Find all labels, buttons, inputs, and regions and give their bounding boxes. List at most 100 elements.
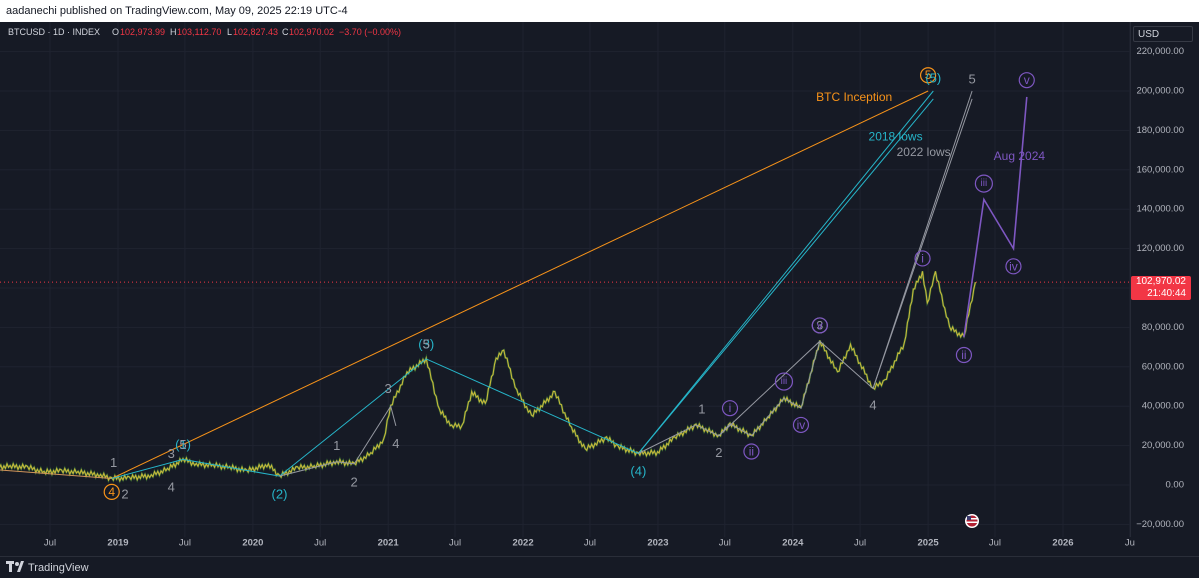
publish-info: aadanechi published on TradingView.com, … [6, 5, 348, 17]
x-tick-label: 2023 [647, 538, 668, 549]
x-tick-label: 2026 [1052, 538, 1073, 549]
ohlc-o-value: 102,973.99 [120, 27, 166, 37]
y-tick-label: 200,000.00 [1136, 86, 1184, 97]
y-tick-label: −20,000.00 [1136, 519, 1184, 530]
wave-label-circle [1005, 258, 1022, 275]
wave-label: 5 [179, 437, 186, 452]
wave-label: iii [981, 178, 988, 189]
wave-label: i [729, 401, 732, 415]
wave-label: 4 [168, 479, 175, 494]
wave-label: iv [797, 418, 806, 432]
annotations: BTC Inception 2018 lows 2022 lows Aug 2024 [816, 90, 1045, 163]
y-tick-label: 180,000.00 [1136, 125, 1184, 136]
y-tick-label: 60,000.00 [1142, 361, 1184, 372]
wave-label-circle [914, 250, 931, 267]
annotation-label: 2022 lows [897, 145, 951, 159]
x-tick-label: 2021 [378, 538, 400, 549]
y-tick-label: 20,000.00 [1142, 440, 1184, 451]
wave-path [111, 98, 934, 479]
wave-label: ii [961, 348, 966, 362]
bar-countdown: 21:40:44 [1147, 288, 1186, 299]
wave-label-circle [792, 416, 810, 434]
wave-label-circle [955, 346, 973, 364]
x-tick-label: 2025 [918, 538, 940, 549]
footer-bar: TradingView [0, 556, 1199, 578]
wave-label-circle [743, 443, 760, 460]
currency-selector[interactable]: USD [1133, 26, 1193, 42]
wave-label: 5 [423, 337, 430, 352]
tradingview-brand: TradingView [28, 562, 89, 574]
wave-label: 2 [121, 486, 128, 501]
wave-label-circle [811, 317, 828, 334]
annotation-label: Aug 2024 [994, 149, 1046, 163]
x-tick-label: 2022 [512, 538, 533, 549]
x-tick-label: Jul [584, 538, 596, 549]
price-axis[interactable] [1130, 22, 1199, 537]
y-tick-label: 80,000.00 [1142, 322, 1184, 333]
trendline [637, 90, 934, 454]
y-tick-label: 120,000.00 [1136, 243, 1184, 254]
ohlc-c-label: C [282, 27, 289, 37]
annotation-label: 2018 lows [869, 129, 923, 143]
trendline [111, 90, 929, 479]
ohlc-l-value: 102,827.43 [233, 27, 279, 37]
ohlc-h-label: H [170, 27, 177, 37]
trendlines [0, 90, 1028, 479]
ohlc-o-label: O [112, 27, 120, 37]
x-tick-label: Jul [854, 538, 866, 549]
wave-label-circle [919, 67, 937, 84]
x-tick-label: Jul [314, 538, 326, 549]
current-price-value: 102,970.02 [1135, 276, 1186, 287]
projection-path [963, 96, 1028, 338]
price-line [0, 271, 976, 483]
y-tick-label: 220,000.00 [1136, 46, 1184, 57]
wave-label: i [921, 251, 924, 265]
price-series [0, 270, 977, 484]
symbol-name: BTCUSD · 1D · INDEX [8, 27, 101, 37]
price-shadow [0, 270, 977, 484]
wave-label: iv [1009, 259, 1018, 273]
wave-label: 4 [869, 398, 876, 413]
wave-label: 3 [816, 318, 823, 332]
wave-path [638, 98, 973, 454]
current-price-badge: 102,970.02 21:40:44 [1131, 276, 1191, 300]
x-tick-label: Jul [44, 538, 56, 549]
us-flag-icon[interactable] [965, 514, 979, 528]
wave-label: 5 [968, 72, 975, 87]
x-tick-label: Jul [989, 538, 1001, 549]
ohlc-h-value: 103,112.70 [177, 27, 222, 37]
wave-label: (3) [418, 337, 434, 352]
wave-label-circle [774, 372, 794, 391]
wave-path [718, 341, 821, 437]
wave-label: 4 [108, 485, 115, 499]
wave-label: iii [781, 376, 788, 387]
wave-labels: 452134(1)5(2)1234(3)5(4)(5)12345iiiiiiiv… [103, 67, 1035, 501]
tradingview-logo-icon [6, 561, 24, 572]
y-tick-label: 0.00 [1166, 480, 1185, 491]
wave-label-circle [721, 400, 739, 417]
wave-label: 2 [715, 445, 722, 460]
wave-label: 3 [168, 446, 175, 461]
x-tick-label: 2020 [242, 538, 263, 549]
x-tick-label: 2024 [782, 538, 804, 549]
wave-label-circle [974, 174, 993, 193]
x-tick-label: 2019 [107, 538, 128, 549]
x-tick-label: Jul [179, 538, 191, 549]
wave-label: 1 [110, 455, 117, 470]
wave-label: 5 [925, 68, 932, 82]
y-tick-label: 160,000.00 [1136, 164, 1184, 175]
ohlc-change: −3.70 (−0.00%) [339, 27, 402, 37]
publish-header: aadanechi published on TradingView.com, … [0, 0, 1199, 22]
x-tick-label: Jul [449, 538, 461, 549]
y-tick-label: 140,000.00 [1136, 204, 1184, 215]
wave-label: 1 [698, 402, 705, 417]
wave-path [279, 404, 397, 477]
annotation-label: BTC Inception [816, 90, 892, 104]
x-tick-label: Ju [1125, 538, 1135, 549]
wave-label: 4 [392, 436, 399, 451]
wave-label: 2 [351, 475, 358, 490]
wave-label: (1) [175, 437, 191, 452]
ohlc-l-label: L [227, 27, 233, 37]
